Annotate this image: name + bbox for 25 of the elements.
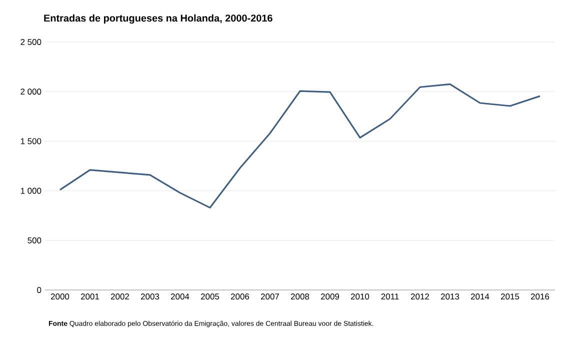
y-tick-label: 1 500 — [20, 138, 42, 144]
y-tick-label: 0 — [37, 287, 42, 293]
x-tick-label: 2016 — [531, 294, 550, 300]
chart-title: Entradas de portugueses na Holanda, 2000-2016 — [44, 14, 272, 24]
y-tick-label: 1 000 — [20, 188, 42, 194]
x-tick-label: 2005 — [201, 294, 220, 300]
x-tick-label: 2002 — [111, 294, 129, 300]
x-tick-label: 2012 — [411, 294, 429, 300]
y-tick-label: 2 500 — [20, 39, 42, 45]
x-tick-label: 2006 — [231, 294, 250, 300]
y-tick-label: 2 000 — [20, 88, 42, 95]
x-tick-label: 2015 — [501, 294, 520, 300]
x-tick-label: 2004 — [171, 294, 190, 300]
x-tick-label: 2007 — [261, 294, 279, 300]
x-tick-label: 2001 — [81, 294, 100, 300]
line-series — [59, 83, 541, 208]
x-tick-label: 2003 — [141, 294, 160, 300]
y-tick-label: 500 — [28, 237, 42, 244]
x-tick-label: 2011 — [381, 294, 399, 300]
x-tick-label: 2008 — [291, 294, 310, 300]
x-tick-label: 2013 — [441, 294, 460, 300]
x-tick-label: 2000 — [51, 294, 70, 300]
x-tick-label: 2010 — [351, 294, 370, 300]
x-tick-label: 2009 — [321, 294, 340, 300]
x-tick-label: 2014 — [471, 294, 490, 300]
